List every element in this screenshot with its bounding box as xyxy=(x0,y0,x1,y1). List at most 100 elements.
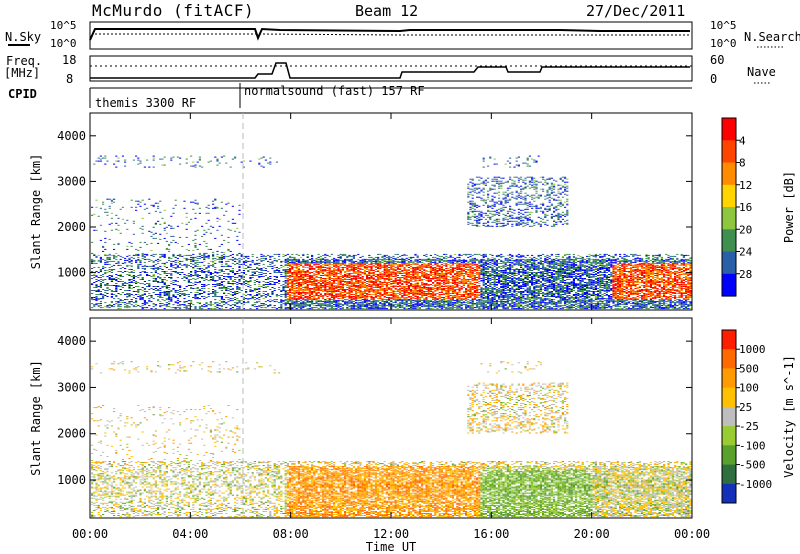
heatmap-cell xyxy=(390,303,393,305)
heatmap-cell xyxy=(368,281,371,282)
heatmap-cell xyxy=(403,304,406,306)
heatmap-cell xyxy=(315,298,318,300)
heatmap-cell xyxy=(249,267,252,268)
heatmap-cell xyxy=(104,290,107,291)
heatmap-cell xyxy=(297,286,300,287)
heatmap-cell xyxy=(117,306,120,308)
heatmap-cell xyxy=(150,259,153,261)
heatmap-cell xyxy=(262,295,265,296)
heatmap-cell xyxy=(106,211,109,213)
heatmap-cell xyxy=(203,284,206,285)
heatmap-cell xyxy=(234,273,237,274)
heatmap-cell xyxy=(295,274,298,275)
heatmap-cell xyxy=(291,265,294,267)
heatmap-cell xyxy=(344,258,347,260)
heatmap-cell xyxy=(234,156,237,158)
heatmap-cell xyxy=(275,294,278,295)
heatmap-cell xyxy=(236,282,239,283)
heatmap-cell xyxy=(161,297,164,298)
heatmap-cell xyxy=(324,254,327,256)
heatmap-cell xyxy=(418,307,421,309)
heatmap-cell xyxy=(205,255,208,257)
heatmap-cell xyxy=(260,260,263,262)
heatmap-cell xyxy=(247,270,250,271)
heatmap-cell xyxy=(418,270,421,271)
heatmap-cell xyxy=(132,257,135,259)
heatmap-cell xyxy=(262,276,265,277)
heatmap-cell xyxy=(284,295,287,296)
heatmap-cell xyxy=(247,299,250,301)
heatmap-cell xyxy=(194,270,197,271)
heatmap-cell xyxy=(379,284,382,285)
heatmap-cell xyxy=(190,302,193,304)
heatmap-cell xyxy=(245,289,248,290)
heatmap-cell xyxy=(110,291,113,292)
heatmap-cell xyxy=(330,271,333,272)
heatmap-cell xyxy=(183,294,186,295)
heatmap-cell xyxy=(97,303,100,305)
heatmap-cell xyxy=(126,305,129,307)
heatmap-cell xyxy=(115,155,118,157)
heatmap-cell xyxy=(414,278,417,279)
heatmap-cell xyxy=(403,297,406,298)
heatmap-cell xyxy=(337,303,340,305)
heatmap-cell xyxy=(346,302,349,304)
heatmap-cell xyxy=(337,285,340,286)
heatmap-cell xyxy=(102,245,105,247)
heatmap-cell xyxy=(412,269,415,270)
heatmap-cell xyxy=(407,287,410,288)
heatmap-cell xyxy=(381,259,384,261)
heatmap-cell xyxy=(275,279,278,280)
heatmap-cell xyxy=(396,289,399,290)
heatmap-cell xyxy=(289,256,292,258)
heatmap-cell xyxy=(297,282,300,283)
heatmap-cell xyxy=(126,296,129,297)
heatmap-cell xyxy=(412,275,415,276)
heatmap-cell xyxy=(165,295,168,296)
heatmap-cell xyxy=(300,270,303,271)
heatmap-cell xyxy=(355,298,358,300)
heatmap-cell xyxy=(374,267,377,268)
heatmap-cell xyxy=(262,298,265,300)
heatmap-cell xyxy=(97,294,100,295)
heatmap-cell xyxy=(407,261,410,263)
heatmap-cell xyxy=(359,284,362,285)
heatmap-cell xyxy=(379,292,382,293)
heatmap-cell xyxy=(154,271,157,272)
heatmap-cell xyxy=(152,255,155,257)
heatmap-cell xyxy=(297,260,300,262)
heatmap-cell xyxy=(403,295,406,296)
heatmap-cell xyxy=(137,267,140,268)
heatmap-cell xyxy=(372,273,375,274)
heatmap-cell xyxy=(165,240,168,242)
heatmap-cell xyxy=(421,306,424,308)
heatmap-cell xyxy=(143,253,146,255)
heatmap-cell xyxy=(379,305,382,307)
heatmap-cell xyxy=(401,264,404,266)
heatmap-cell xyxy=(234,305,237,307)
heatmap-cell xyxy=(220,207,223,209)
heatmap-cell xyxy=(357,298,360,300)
heatmap-cell xyxy=(168,295,171,296)
heatmap-cell xyxy=(348,290,351,291)
heatmap-cell xyxy=(253,289,256,290)
heatmap-cell xyxy=(170,262,173,264)
heatmap-cell xyxy=(418,288,421,289)
heatmap-cell xyxy=(333,278,336,279)
heatmap-cell xyxy=(370,259,373,261)
heatmap-cell xyxy=(104,155,107,157)
heatmap-cell xyxy=(253,280,256,281)
heatmap-cell xyxy=(421,290,424,291)
heatmap-cell xyxy=(399,294,402,295)
heatmap-cell xyxy=(328,282,331,283)
heatmap-cell xyxy=(416,267,419,268)
heatmap-cell xyxy=(421,271,424,272)
heatmap-cell xyxy=(223,155,226,157)
heatmap-cell xyxy=(126,265,129,267)
heatmap-cell xyxy=(421,269,424,270)
heatmap-cell xyxy=(350,258,353,260)
heatmap-cell xyxy=(238,308,241,310)
heatmap-cell xyxy=(187,264,190,266)
heatmap-cell xyxy=(357,302,360,304)
heatmap-cell xyxy=(355,273,358,274)
